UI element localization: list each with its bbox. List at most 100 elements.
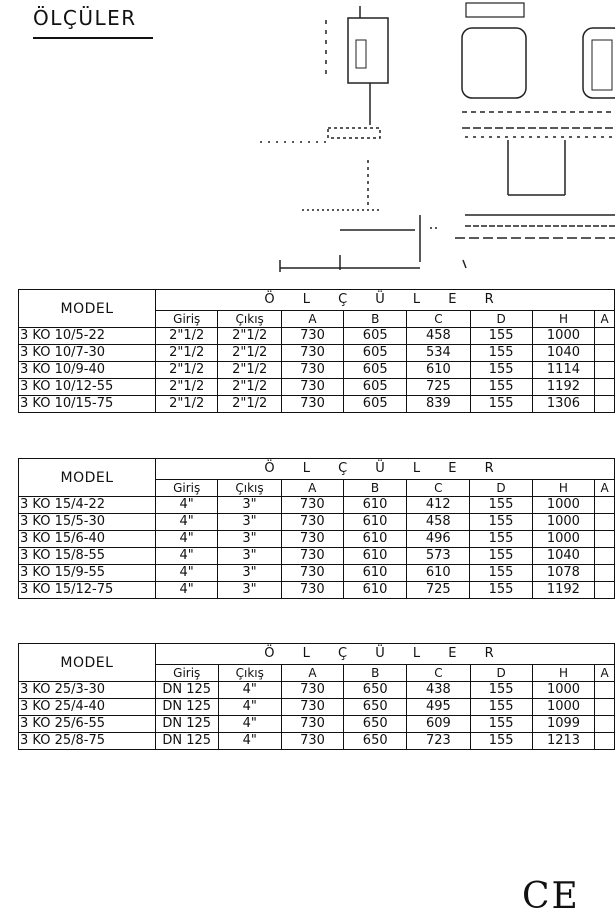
- dim-h-cell: 1114: [531, 361, 596, 379]
- table-row: 3 KO 15/6-40 4" 3" 730 610 496 155 1000: [17, 530, 615, 548]
- dim-b-cell: 650: [343, 732, 408, 750]
- dimensions-table-ko15: MODEL Ö L Ç Ü L E R Giriş Çıkış A B C D …: [17, 458, 615, 599]
- dimensions-header: Ö L Ç Ü L E R: [155, 289, 615, 311]
- column-header-a: A: [280, 479, 344, 497]
- dim-a-cell: 730: [280, 698, 345, 716]
- column-header-h: H: [531, 310, 596, 328]
- model-name-cell: 3 KO 10/9-40: [17, 361, 157, 379]
- dim-a-cell: 730: [280, 547, 344, 565]
- dim-c-cell: 723: [406, 732, 471, 750]
- dim-a-cell: 730: [280, 344, 345, 362]
- dimensions-header: Ö L Ç Ü L E R: [154, 643, 615, 665]
- inlet-cell: 4": [155, 530, 219, 548]
- column-header-inlet: Giriş: [155, 310, 219, 328]
- dim-d-cell: 155: [469, 361, 533, 379]
- inlet-cell: 4": [155, 564, 219, 582]
- outlet-cell: 3": [217, 496, 282, 514]
- dim-h-cell: 1213: [531, 732, 596, 750]
- inlet-cell: DN 125: [154, 732, 219, 750]
- cut-off-cell: [594, 715, 615, 733]
- dim-d-cell: 155: [469, 581, 533, 599]
- outlet-cell: 3": [217, 530, 282, 548]
- dim-h-cell: 1306: [531, 395, 596, 413]
- dim-a-cell: 730: [280, 361, 345, 379]
- dim-h-cell: 1192: [531, 378, 596, 396]
- outlet-cell: 2"1/2: [217, 344, 282, 362]
- column-header-b: B: [343, 664, 408, 682]
- dim-h-cell: 1099: [531, 715, 596, 733]
- column-header-d: D: [469, 664, 533, 682]
- column-header-c: C: [406, 479, 471, 497]
- outlet-cell: 2"1/2: [217, 361, 282, 379]
- outlet-cell: 2"1/2: [217, 378, 282, 396]
- dimensions-table-ko25: MODEL Ö L Ç Ü L E R Giriş Çıkış A B C D …: [18, 643, 615, 750]
- model-name-cell: 3 KO 10/12-55: [17, 378, 157, 396]
- table-row: 3 KO 10/12-55 2"1/2 2"1/2 730 605 725 15…: [17, 378, 615, 396]
- column-header-outlet: Çıkış: [217, 664, 282, 682]
- column-header-inlet: Giriş: [155, 479, 219, 497]
- cut-off-cell: [594, 547, 615, 565]
- dim-d-cell: 155: [469, 698, 533, 716]
- dim-c-cell: 610: [406, 361, 471, 379]
- inlet-cell: DN 125: [154, 681, 219, 699]
- column-header-a: A: [280, 310, 345, 328]
- dim-b-cell: 650: [343, 681, 408, 699]
- dim-b-cell: 610: [342, 530, 408, 548]
- dim-c-cell: 573: [406, 547, 471, 565]
- cut-off-cell: [594, 681, 615, 699]
- dim-a-cell: 730: [280, 681, 345, 699]
- model-header: MODEL: [18, 643, 156, 682]
- dim-d-cell: 155: [469, 564, 533, 582]
- dim-a-cell: 730: [280, 395, 345, 413]
- outlet-cell: 2"1/2: [217, 327, 282, 345]
- model-name-cell: 3 KO 15/6-40: [17, 530, 157, 548]
- outlet-cell: 3": [217, 564, 282, 582]
- dim-b-cell: 605: [343, 344, 408, 362]
- dim-h-cell: 1078: [531, 564, 596, 582]
- column-header-h: H: [531, 479, 596, 497]
- dim-b-cell: 610: [342, 564, 408, 582]
- dim-c-cell: 609: [406, 715, 471, 733]
- dim-d-cell: 155: [469, 344, 533, 362]
- dim-h-cell: 1000: [531, 327, 596, 345]
- inlet-cell: 2"1/2: [155, 378, 219, 396]
- cut-off-cell: [594, 732, 615, 750]
- dim-b-cell: 610: [342, 547, 408, 565]
- dim-b-cell: 650: [343, 698, 408, 716]
- table-row: 3 KO 25/3-30 DN 125 4" 730 650 438 155 1…: [18, 681, 615, 699]
- inlet-cell: 4": [155, 581, 219, 599]
- cut-off-cell: [594, 530, 615, 548]
- dim-d-cell: 155: [469, 327, 533, 345]
- inlet-cell: 2"1/2: [155, 361, 219, 379]
- model-header: MODEL: [17, 458, 157, 497]
- cut-off-cell: [594, 344, 615, 362]
- dim-c-cell: 725: [406, 378, 471, 396]
- dimensions-table-ko10: MODEL Ö L Ç Ü L E R Giriş Çıkış A B C D …: [17, 289, 615, 413]
- dimensions-header: Ö L Ç Ü L E R: [155, 458, 615, 480]
- column-header-outlet: Çıkış: [217, 310, 282, 328]
- table-row: 3 KO 15/4-22 4" 3" 730 610 412 155 1000: [17, 496, 615, 514]
- dim-a-cell: 730: [280, 513, 344, 531]
- dim-d-cell: 155: [469, 513, 533, 531]
- column-header-extra: A: [594, 479, 615, 497]
- column-header-inlet: Giriş: [154, 664, 219, 682]
- table-row: 3 KO 25/4-40 DN 125 4" 730 650 495 155 1…: [18, 698, 615, 716]
- dim-b-cell: 610: [342, 496, 408, 514]
- inlet-cell: DN 125: [154, 715, 219, 733]
- cut-off-cell: [594, 378, 615, 396]
- section-title: ÖLÇÜLER: [33, 6, 137, 30]
- dim-b-cell: 605: [343, 395, 408, 413]
- dim-d-cell: 155: [469, 715, 533, 733]
- dim-a-cell: 730: [280, 715, 345, 733]
- column-header-extra: A: [594, 664, 615, 682]
- cut-off-cell: [594, 698, 615, 716]
- column-header-outlet: Çıkış: [217, 479, 282, 497]
- table-row: 3 KO 15/12-75 4" 3" 730 610 725 155 1192: [17, 581, 615, 599]
- dim-h-cell: 1000: [531, 681, 596, 699]
- dim-a-cell: 730: [280, 581, 344, 599]
- outlet-cell: 4": [217, 681, 282, 699]
- dim-a-cell: 730: [280, 327, 345, 345]
- column-header-extra: A: [594, 310, 615, 328]
- cut-off-cell: [594, 361, 615, 379]
- dim-h-cell: 1000: [531, 530, 596, 548]
